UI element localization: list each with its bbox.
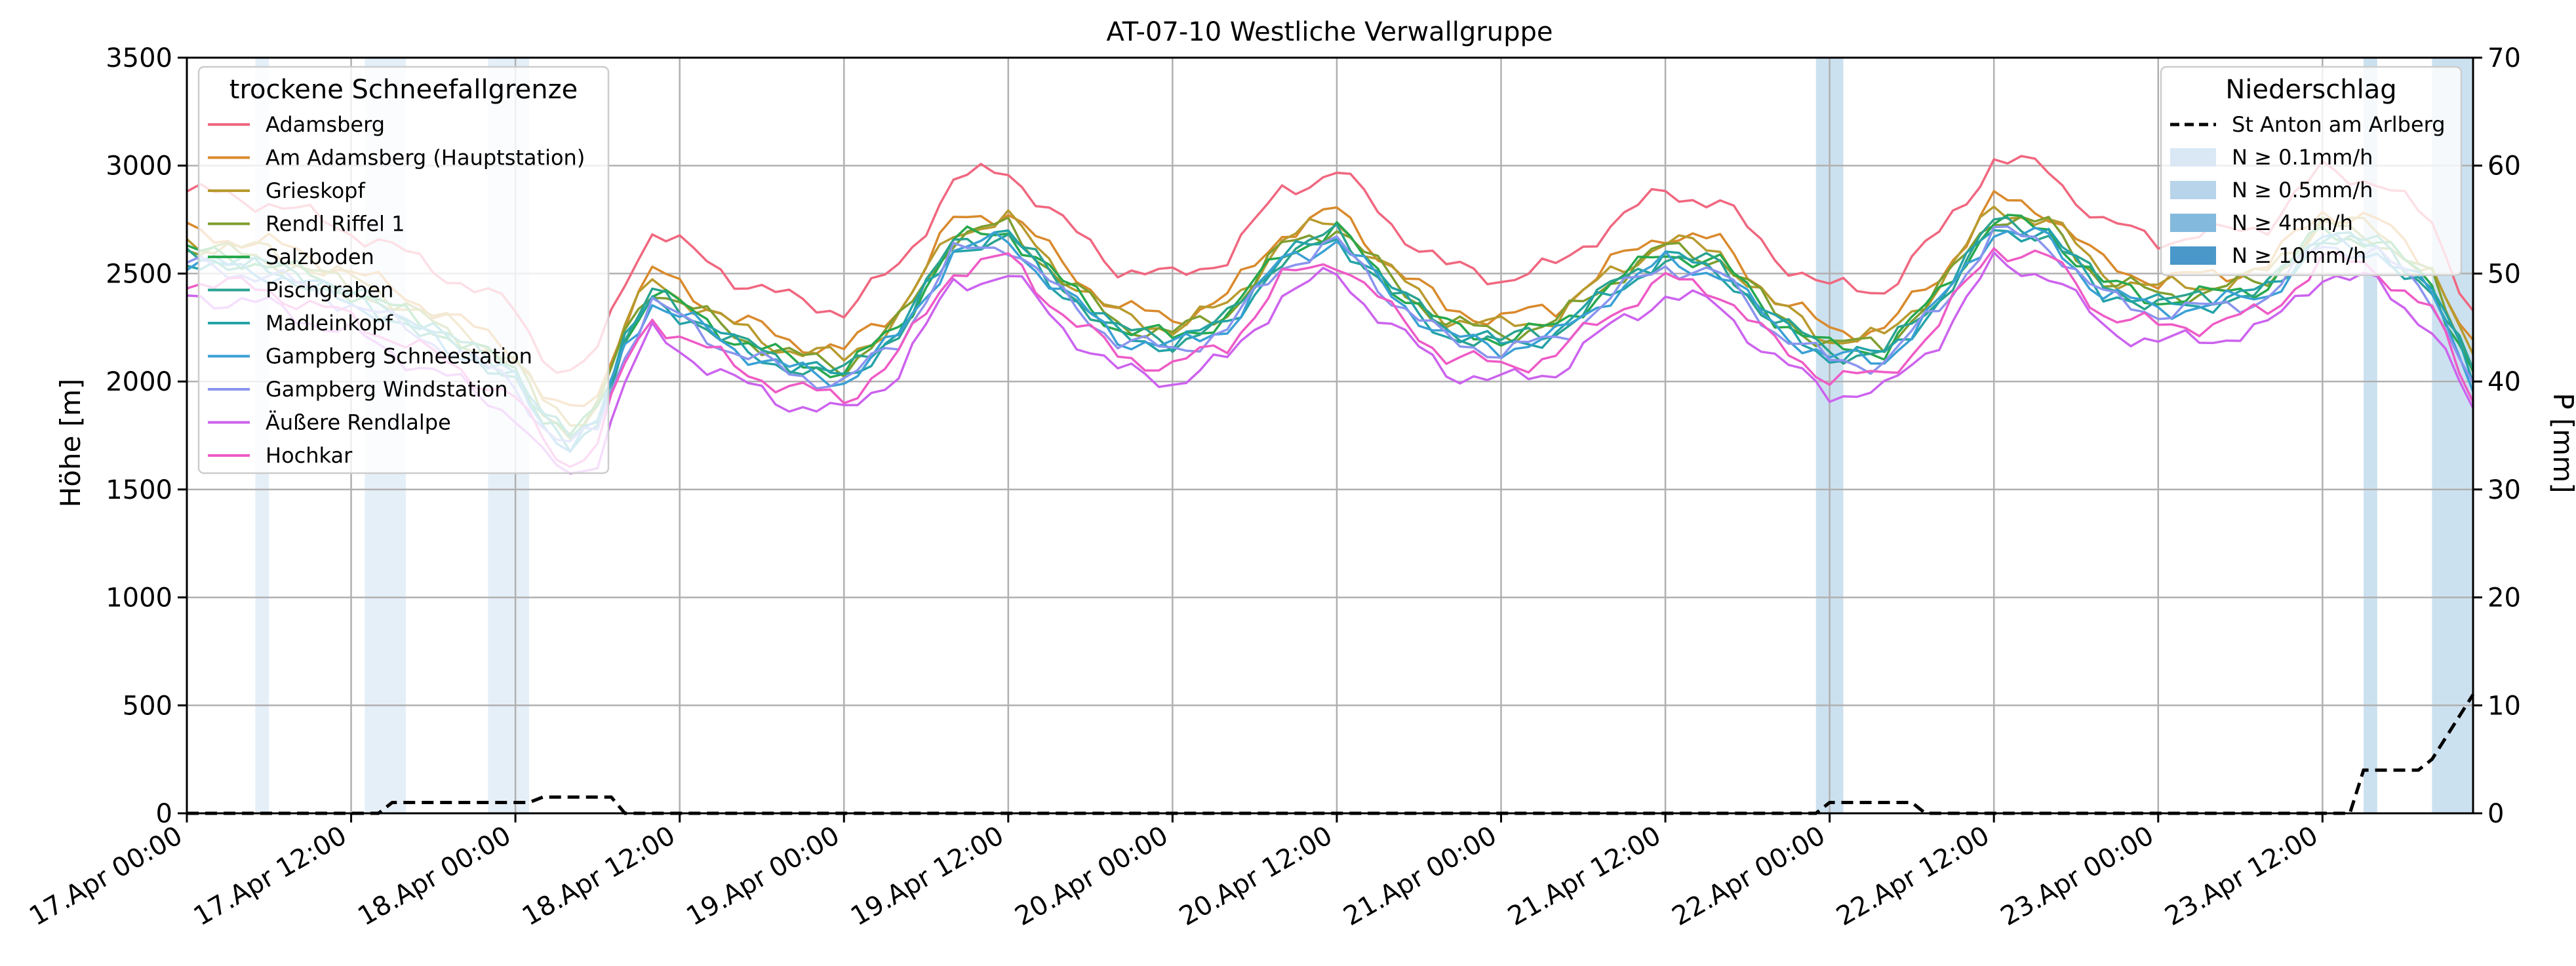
y2-tick-label: 30 [2487,475,2521,505]
y2-tick-label: 60 [2487,151,2521,182]
y2-tick-label: 10 [2487,691,2521,721]
legend-right-swatch [2170,246,2216,265]
y2-tick-label: 70 [2487,43,2521,73]
y2-axis-title: P [mm] [2547,393,2576,493]
legend-left-label: Pischgraben [266,278,393,303]
y-tick-label: 1000 [106,583,172,613]
legend-left-label: Adamsberg [266,112,385,137]
legend-right-box [2160,66,2463,277]
legend-left-label: Gampberg Schneestation [266,344,532,369]
y-tick-label: 3000 [106,151,172,182]
legend-right-swatch [2170,148,2216,166]
legend-right-label: N ≥ 0.5mm/h [2232,178,2373,203]
precip-cumulative-line [187,693,2475,815]
legend-left-label: Hochkar [266,443,353,468]
y2-tick-label: 50 [2487,259,2521,289]
legend-left-label: Salzboden [266,244,374,269]
legend-snowline: trockene Schneefallgrenze Adamsberg Am Ada… [197,66,610,474]
y2-tick-label: 40 [2487,367,2521,397]
precip-line [187,693,2475,815]
y-tick-label: 500 [123,691,172,721]
legend-left-label: Rendl Riffel 1 [266,212,405,237]
y-axis-title: Höhe [m] [54,379,87,508]
plot-frame [186,56,2474,815]
legend-right-label: N ≥ 4mm/h [2232,210,2353,235]
legend-left-label: Gampberg Windstation [266,377,508,402]
legend-right-swatch [2170,181,2216,199]
legend-precip: Niederschlag St Anton am Arlberg N ≥ 0.1mm… [2160,66,2463,277]
legend-right-label: St Anton am Arlberg [2232,112,2446,137]
chart-title: AT-07-10 Westliche Verwallgruppe [1107,17,1553,47]
y-tick-label: 2000 [106,367,172,397]
legend-left-label: Grieskopf [266,178,365,203]
legend-right-label: N ≥ 0.1mm/h [2232,145,2373,170]
legend-left-label: Am Adamsberg (Hauptstation) [266,145,585,170]
y2-tick-label: 20 [2487,583,2521,613]
legend-left-box [197,66,610,474]
y-tick-label: 0 [156,799,172,829]
legend-left-title: trockene Schneefallgrenze [229,75,578,105]
legend-right-swatch [2170,214,2216,232]
legend-left-label: Madleinkopf [266,311,393,336]
y-tick-label: 2500 [106,259,172,289]
y-tick-label: 1500 [106,475,172,505]
y-tick-label: 3500 [106,43,172,73]
legend-right-label: N ≥ 10mm/h [2232,243,2366,268]
legend-right-title: Niederschlag [2225,75,2396,105]
legend-left-label: Äußere Rendlalpe [266,410,451,435]
y2-tick-label: 0 [2487,799,2504,829]
